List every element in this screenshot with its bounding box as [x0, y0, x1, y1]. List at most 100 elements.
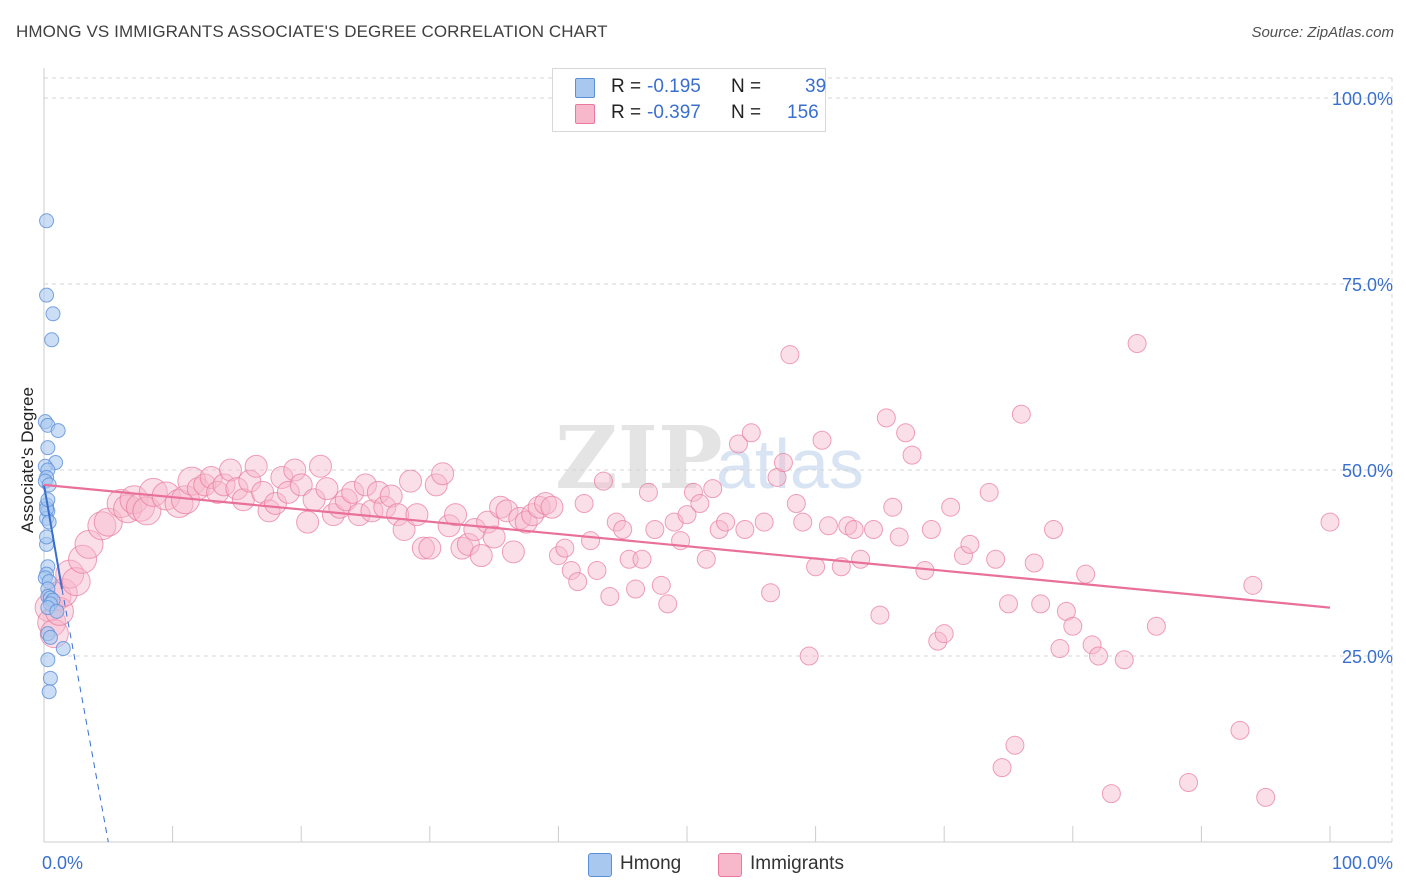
- hmong-point-29: [49, 603, 65, 619]
- hmong-trend-extension: [61, 588, 109, 843]
- immigrants-point-101: [696, 549, 716, 569]
- hmong-r-value: -0.195: [647, 76, 701, 97]
- immigrants-point-145: [1044, 520, 1064, 540]
- hmong-point-34: [42, 670, 58, 686]
- correlation-legend: R = -0.195 N = 39 R = -0.397 N = 156: [552, 68, 826, 132]
- immigrants-point-111: [773, 453, 793, 473]
- immigrants-point-77: [540, 495, 564, 519]
- immigrants-point-27: [218, 458, 242, 482]
- immigrants-point-94: [651, 575, 671, 595]
- watermark-atlas: atlas: [716, 425, 864, 503]
- immigrants-point-84: [587, 560, 607, 580]
- immigrants-point-151: [1089, 646, 1109, 666]
- immigrants-point-78: [548, 546, 568, 566]
- hmong-n-label: N =: [731, 76, 762, 97]
- immigrants-point-150: [1082, 635, 1102, 655]
- immigrants-point-113: [786, 493, 806, 513]
- immigrants-point-123: [863, 520, 883, 540]
- immigrants-point-98: [677, 505, 697, 525]
- immigrants-n-label: N =: [731, 102, 762, 123]
- immigrants-point-100: [690, 493, 710, 513]
- immigrants-point-160: [1320, 512, 1340, 532]
- x-tick-label-1: 100.0%: [1332, 853, 1393, 873]
- immigrants-point-87: [606, 512, 626, 532]
- immigrants-point-48: [354, 473, 377, 497]
- immigrants-point-129: [902, 445, 922, 465]
- immigrants-point-159: [1256, 787, 1276, 807]
- immigrants-point-93: [645, 520, 665, 540]
- immigrants-swatch: [575, 104, 595, 124]
- immigrants-point-7: [61, 567, 91, 597]
- hmong-point-6: [50, 423, 66, 439]
- immigrants-point-124: [870, 605, 890, 625]
- hmong-n-value: 39: [805, 76, 827, 97]
- hmong-point-0: [39, 213, 55, 229]
- immigrants-point-136: [960, 534, 980, 554]
- immigrants-point-143: [1024, 553, 1044, 573]
- immigrants-point-139: [992, 758, 1012, 778]
- hmong-r-label: R =: [611, 76, 642, 97]
- immigrants-point-28: [225, 477, 249, 501]
- chart-title: HMONG VS IMMIGRANTS ASSOCIATE'S DEGREE C…: [16, 22, 608, 41]
- immigrants-point-45: [334, 488, 358, 512]
- immigrants-point-132: [928, 631, 948, 651]
- y-tick-label-1: 50.0%: [1342, 461, 1393, 481]
- immigrants-point-126: [883, 497, 903, 517]
- immigrants-point-134: [941, 497, 961, 517]
- immigrants-point-90: [626, 579, 646, 599]
- watermark-zip: ZIP: [555, 408, 723, 509]
- source-label: Source: ZipAtlas.com: [1251, 24, 1394, 41]
- hmong-point-7: [40, 440, 56, 456]
- immigrants-point-157: [1230, 720, 1250, 740]
- immigrants-point-76: [534, 491, 558, 515]
- immigrants-point-154: [1127, 334, 1147, 354]
- immigrants-point-125: [876, 408, 896, 428]
- immigrants-point-70: [495, 499, 519, 523]
- immigrants-point-105: [728, 434, 748, 454]
- immigrants-point-83: [581, 531, 601, 551]
- immigrants-point-102: [703, 479, 723, 499]
- immigrants-point-115: [799, 646, 819, 666]
- immigrants-point-112: [780, 345, 800, 365]
- hmong-swatch: [575, 78, 595, 98]
- immigrants-point-56: [405, 503, 429, 527]
- immigrants-point-69: [489, 495, 513, 519]
- immigrants-point-133: [934, 624, 954, 644]
- immigrants-point-37: [283, 458, 307, 482]
- immigrants-point-68: [482, 525, 506, 549]
- immigrants-point-106: [735, 520, 755, 540]
- bottom-immigrants-label: Immigrants: [750, 853, 844, 874]
- immigrants-point-86: [600, 586, 620, 606]
- immigrants-point-39: [296, 510, 320, 534]
- hmong-point-33: [40, 652, 56, 668]
- immigrants-point-50: [366, 480, 390, 504]
- immigrants-point-128: [896, 423, 916, 443]
- immigrants-point-52: [379, 484, 403, 508]
- immigrants-point-92: [638, 482, 658, 502]
- immigrants-point-140: [999, 594, 1018, 614]
- immigrants-point-8: [68, 544, 98, 574]
- x-tick-label-0: 0.0%: [42, 853, 83, 873]
- bottom-immigrants-swatch: [718, 853, 742, 877]
- immigrants-point-109: [761, 583, 781, 603]
- hmong-point-35: [41, 684, 57, 700]
- immigrants-point-156: [1179, 772, 1199, 792]
- immigrants-r-value: -0.397: [647, 102, 701, 123]
- immigrants-point-31: [244, 454, 268, 478]
- immigrants-point-17: [138, 477, 168, 507]
- immigrants-point-122: [851, 549, 871, 569]
- hmong-point-31: [42, 629, 58, 645]
- immigrants-point-141: [1005, 735, 1025, 755]
- immigrants-point-104: [716, 512, 736, 532]
- immigrants-point-155: [1146, 616, 1166, 636]
- immigrants-point-38: [289, 473, 313, 497]
- immigrants-r-label: R =: [611, 102, 642, 123]
- immigrants-point-114: [793, 512, 813, 532]
- immigrants-point-121: [844, 520, 864, 540]
- immigrants-point-148: [1063, 616, 1083, 636]
- immigrants-point-137: [979, 482, 999, 502]
- immigrants-point-57: [411, 536, 435, 560]
- immigrants-point-144: [1031, 594, 1051, 614]
- immigrants-point-138: [986, 549, 1006, 569]
